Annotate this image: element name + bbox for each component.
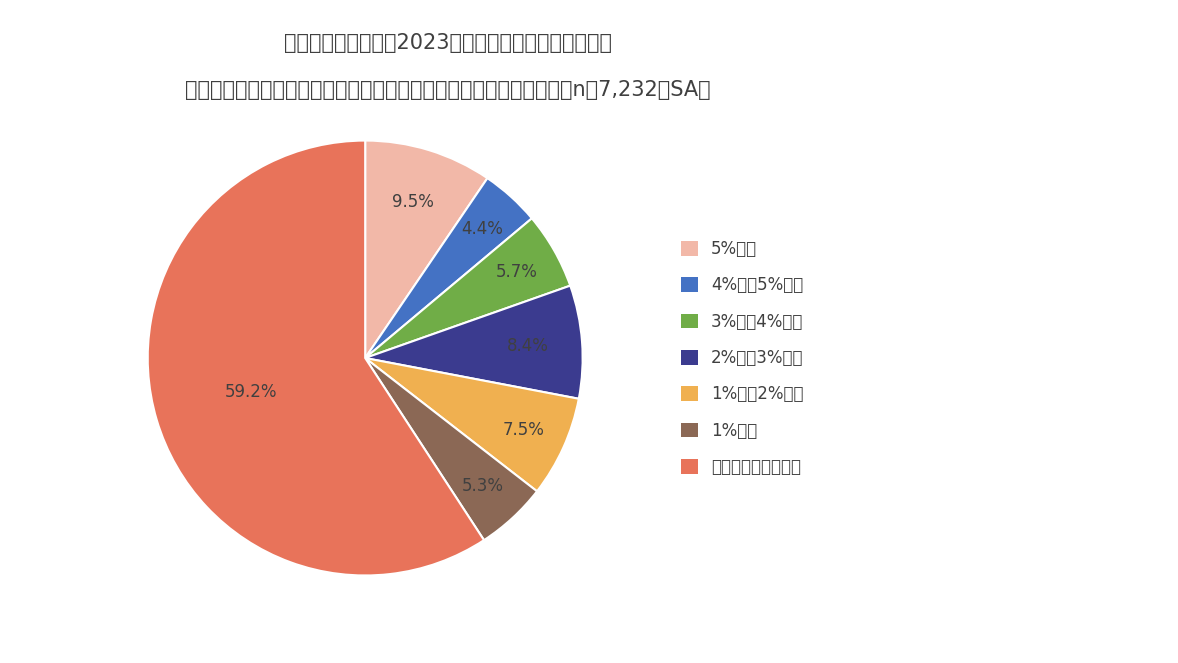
Text: 59.2%: 59.2% bbox=[224, 383, 277, 401]
Legend: 5%以上, 4%以上5%未満, 3%以上4%未満, 2%以上3%未満, 1%以上2%未満, 1%未満, 賃上げをしていない: 5%以上, 4%以上5%未満, 3%以上4%未満, 2%以上3%未満, 1%以上… bbox=[673, 231, 812, 485]
Wedge shape bbox=[365, 286, 583, 398]
Text: 4.4%: 4.4% bbox=[461, 220, 503, 238]
Wedge shape bbox=[365, 178, 531, 358]
Text: あなたの会社では、2023年度に賃上げをしましたか。: あなたの会社では、2023年度に賃上げをしましたか。 bbox=[284, 33, 611, 53]
Text: 賃上げをした場合、どの程度の賃上げだったのかをお答えください（n＝7,232、SA）: 賃上げをした場合、どの程度の賃上げだったのかをお答えください（n＝7,232、S… bbox=[185, 80, 710, 99]
Wedge shape bbox=[365, 141, 488, 358]
Wedge shape bbox=[147, 141, 484, 575]
Text: 7.5%: 7.5% bbox=[503, 420, 544, 439]
Text: 5.3%: 5.3% bbox=[462, 477, 504, 495]
Wedge shape bbox=[365, 358, 578, 491]
Wedge shape bbox=[365, 358, 537, 540]
Text: 8.4%: 8.4% bbox=[507, 337, 549, 355]
Text: 5.7%: 5.7% bbox=[496, 263, 537, 281]
Wedge shape bbox=[365, 218, 570, 358]
Text: 9.5%: 9.5% bbox=[392, 193, 434, 211]
